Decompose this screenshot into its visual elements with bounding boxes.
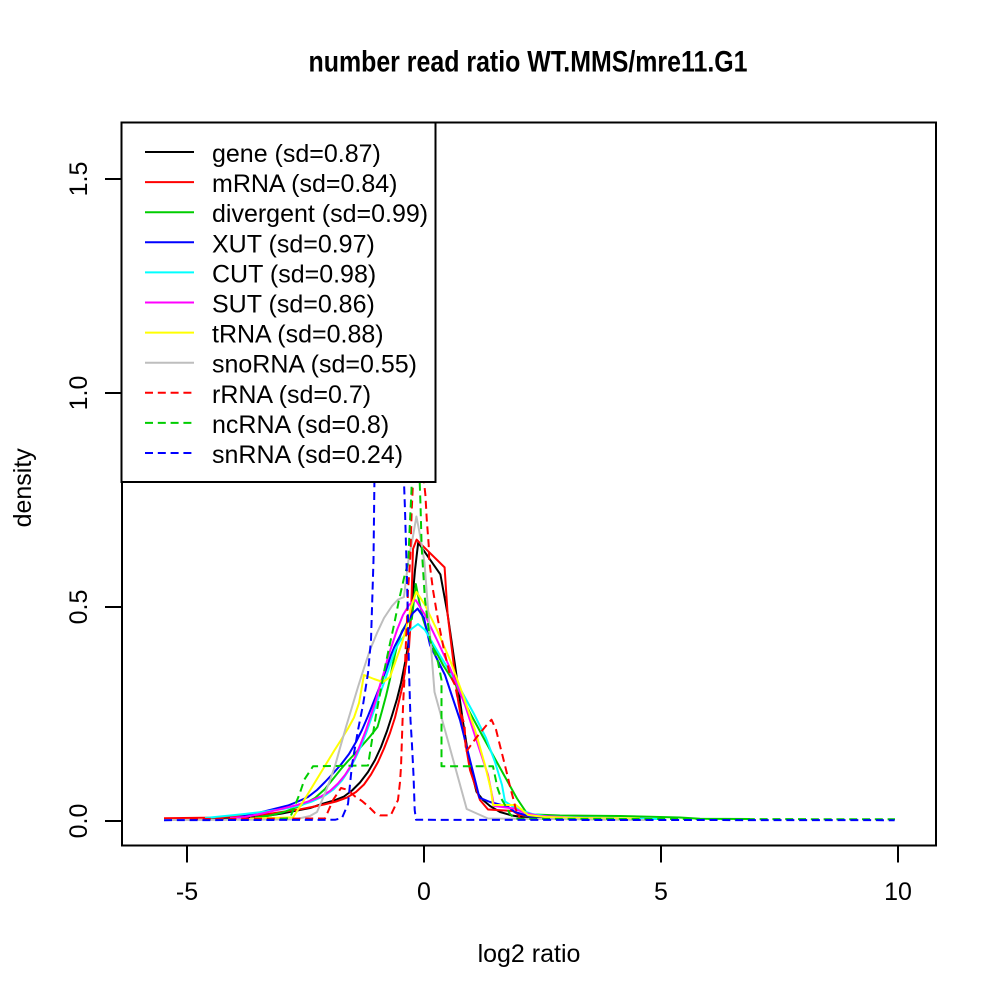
svg-text:-5: -5 bbox=[176, 878, 198, 906]
svg-text:snoRNA (sd=0.55): snoRNA (sd=0.55) bbox=[212, 351, 417, 379]
svg-text:1.0: 1.0 bbox=[65, 376, 93, 411]
svg-text:0.0: 0.0 bbox=[65, 804, 93, 839]
svg-text:snRNA (sd=0.24): snRNA (sd=0.24) bbox=[212, 441, 403, 469]
svg-text:mRNA (sd=0.84): mRNA (sd=0.84) bbox=[212, 170, 398, 198]
svg-text:0: 0 bbox=[417, 878, 431, 906]
svg-text:divergent (sd=0.99): divergent (sd=0.99) bbox=[212, 200, 428, 228]
svg-text:tRNA (sd=0.88): tRNA (sd=0.88) bbox=[212, 321, 384, 349]
svg-text:gene (sd=0.87): gene (sd=0.87) bbox=[212, 140, 381, 168]
svg-text:5: 5 bbox=[654, 878, 668, 906]
svg-text:XUT (sd=0.97): XUT (sd=0.97) bbox=[212, 230, 375, 258]
svg-text:number read ratio WT.MMS/mre11: number read ratio WT.MMS/mre11.G1 bbox=[309, 46, 748, 79]
svg-text:rRNA (sd=0.7): rRNA (sd=0.7) bbox=[212, 381, 371, 409]
svg-text:1.5: 1.5 bbox=[65, 162, 93, 197]
svg-text:log2 ratio: log2 ratio bbox=[478, 940, 581, 968]
svg-text:SUT (sd=0.86): SUT (sd=0.86) bbox=[212, 291, 375, 319]
svg-text:0.5: 0.5 bbox=[65, 590, 93, 625]
svg-text:ncRNA (sd=0.8): ncRNA (sd=0.8) bbox=[212, 411, 389, 439]
svg-text:CUT (sd=0.98): CUT (sd=0.98) bbox=[212, 260, 376, 288]
svg-text:10: 10 bbox=[884, 878, 912, 906]
svg-text:density: density bbox=[9, 448, 37, 528]
